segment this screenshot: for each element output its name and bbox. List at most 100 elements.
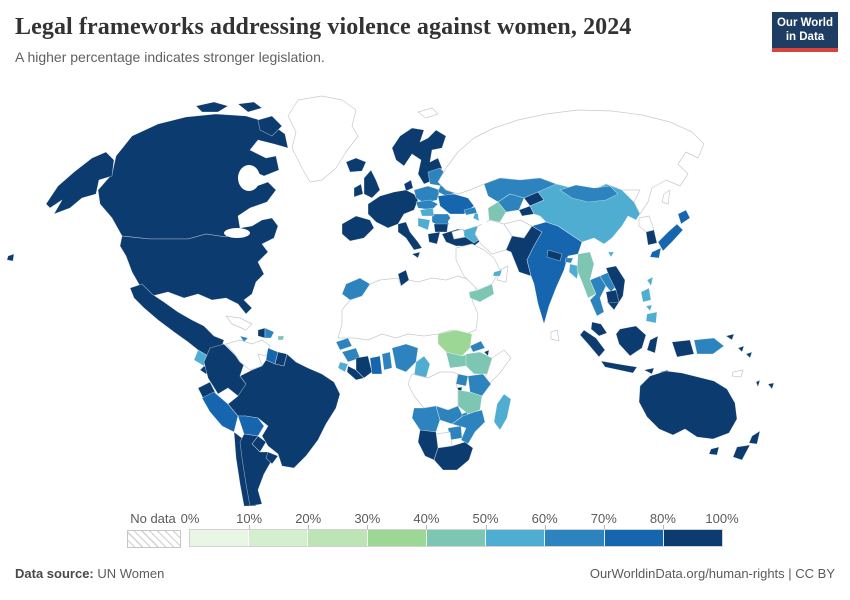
country-tasmania[interactable] (708, 446, 720, 456)
country-poland[interactable] (413, 185, 441, 204)
country-japan-honshu[interactable] (657, 223, 684, 252)
legend-swatch[interactable] (545, 530, 605, 546)
country-togo-benin[interactable] (381, 351, 393, 371)
country-north-korea[interactable] (638, 215, 655, 233)
license-link[interactable]: OurWorldinData.org/human-rights | CC BY (589, 566, 835, 581)
country-myanmar[interactable] (576, 251, 597, 299)
country-mozambique[interactable] (451, 409, 486, 445)
country-kenya[interactable] (467, 373, 492, 397)
country-uae[interactable] (492, 269, 503, 277)
country-turkmenistan[interactable] (487, 201, 507, 223)
country-philippines-luzon[interactable] (640, 287, 652, 303)
country-bulgaria[interactable] (433, 223, 449, 233)
country-senegal[interactable] (335, 337, 353, 351)
country-pacific-islet-west[interactable] (6, 253, 15, 262)
country-iberia[interactable] (341, 215, 375, 242)
country-djibouti[interactable] (483, 349, 490, 357)
country-cambodia[interactable] (605, 289, 620, 304)
country-eritrea[interactable] (469, 340, 486, 353)
country-argentina[interactable] (239, 433, 273, 506)
country-nigeria[interactable] (391, 343, 419, 373)
country-papua-new-guinea[interactable] (693, 337, 725, 355)
country-hungary[interactable] (419, 207, 435, 217)
country-italy[interactable] (397, 221, 423, 251)
country-congo-basin[interactable] (407, 371, 459, 411)
country-japan-hokkaido[interactable] (677, 209, 691, 225)
country-uruguay[interactable] (265, 451, 279, 465)
country-iceland[interactable] (345, 157, 367, 173)
country-russia-sakhalin[interactable] (661, 189, 671, 205)
country-ghana[interactable] (369, 355, 383, 375)
country-usa[interactable] (119, 217, 279, 315)
country-canada-baffin[interactable] (257, 115, 283, 137)
country-philippines-mindanao[interactable] (645, 311, 658, 324)
country-fiji[interactable] (767, 382, 775, 390)
country-south-korea[interactable] (645, 229, 658, 246)
legend-swatch[interactable] (604, 530, 664, 546)
country-alaska[interactable] (45, 151, 115, 215)
legend-swatch[interactable] (426, 530, 487, 546)
country-angola[interactable] (411, 405, 441, 433)
legend-swatch[interactable] (190, 530, 250, 546)
country-indonesia-java[interactable] (600, 360, 638, 374)
legend-swatch[interactable] (308, 530, 368, 546)
country-saudi-arabia[interactable] (455, 243, 501, 291)
legend-swatch[interactable] (367, 530, 427, 546)
country-puerto-rico[interactable] (277, 335, 285, 341)
country-cameroon[interactable] (413, 355, 431, 379)
country-greenland[interactable] (287, 95, 359, 183)
country-georgia[interactable] (463, 206, 478, 216)
country-bhutan[interactable] (564, 257, 574, 264)
country-vanuatu[interactable] (755, 379, 761, 388)
country-czechia-slovakia[interactable] (415, 199, 439, 211)
country-china-hainan[interactable] (607, 251, 615, 258)
country-greece[interactable] (427, 231, 441, 245)
country-tunisia[interactable] (397, 269, 410, 287)
legend-no-data-swatch[interactable] (127, 530, 181, 548)
country-dominican-republic[interactable] (264, 327, 275, 339)
country-canada-arctic-2[interactable] (237, 101, 263, 113)
legend-swatch[interactable] (249, 530, 309, 546)
country-south-africa[interactable] (433, 441, 474, 471)
country-western-europe[interactable] (367, 189, 419, 229)
country-haiti[interactable] (257, 327, 266, 339)
country-nepal[interactable] (546, 249, 563, 262)
country-new-caledonia[interactable] (731, 369, 744, 378)
owid-logo[interactable]: Our World in Data (772, 12, 838, 52)
country-yemen[interactable] (468, 283, 495, 303)
country-ireland[interactable] (353, 183, 364, 198)
country-somalia[interactable] (484, 349, 512, 387)
country-madagascar[interactable] (493, 393, 512, 431)
country-png-islands[interactable] (725, 333, 735, 341)
legend-swatch[interactable] (486, 530, 546, 546)
country-malaysia[interactable] (590, 321, 608, 337)
country-peru[interactable] (201, 391, 239, 433)
country-solomon-1[interactable] (737, 345, 745, 353)
country-solomon-2[interactable] (745, 351, 753, 359)
country-namibia[interactable] (417, 429, 439, 461)
country-new-zealand-south[interactable] (732, 444, 751, 461)
country-indonesia-west-papua[interactable] (671, 339, 695, 358)
country-new-zealand-north[interactable] (748, 430, 761, 445)
country-japan-kyushu[interactable] (649, 247, 662, 259)
country-italy-sicily[interactable] (411, 251, 421, 259)
country-scandinavia[interactable] (391, 127, 447, 185)
country-oman[interactable] (496, 265, 509, 283)
country-venezuela[interactable] (225, 339, 271, 371)
country-botswana[interactable] (435, 431, 453, 449)
country-jamaica[interactable] (239, 335, 249, 343)
country-bangladesh[interactable] (568, 263, 580, 280)
country-indonesia-timor[interactable] (643, 367, 655, 375)
country-sudan[interactable] (437, 329, 473, 357)
country-morocco[interactable] (341, 277, 371, 301)
country-liberia[interactable] (346, 365, 365, 381)
country-cote-divoire[interactable] (355, 355, 373, 379)
country-united-kingdom[interactable] (363, 169, 381, 199)
country-svalbard[interactable] (417, 107, 439, 119)
country-sierra-leone[interactable] (337, 361, 349, 373)
country-indonesia-borneo[interactable] (615, 325, 647, 357)
country-denmark[interactable] (403, 179, 414, 192)
country-balkans[interactable] (417, 217, 431, 231)
country-sri-lanka[interactable] (550, 329, 560, 342)
country-cuba[interactable] (225, 315, 253, 331)
